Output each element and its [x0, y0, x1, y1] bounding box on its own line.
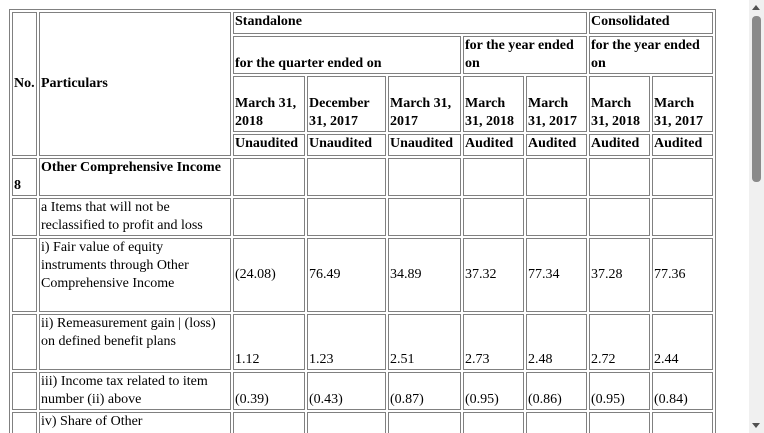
- row-particulars: ii) Remeasurement gain | (loss) on defin…: [39, 314, 231, 370]
- header-year-ended-standalone: for the year ended on: [463, 36, 587, 74]
- header-particulars: Particulars: [39, 12, 231, 156]
- financial-results-table: No. Particulars Standalone Consolidated …: [9, 9, 716, 433]
- value-cell: [463, 198, 524, 236]
- period-header: March 31, 2018: [589, 76, 650, 132]
- value-cell: (0.86): [526, 372, 587, 410]
- value-cell: 77.34: [526, 238, 587, 312]
- value-cell: [589, 198, 650, 236]
- audit-status: Audited: [463, 134, 524, 156]
- value-cell: (0.43): [307, 372, 386, 410]
- row-particulars: Other Comprehensive Income: [39, 158, 231, 196]
- value-cell: (0.84): [652, 372, 713, 410]
- vertical-scrollbar[interactable]: [749, 0, 764, 433]
- value-cell: [307, 158, 386, 196]
- row-number: 8: [12, 158, 37, 196]
- value-cell: [463, 158, 524, 196]
- value-cell: [526, 158, 587, 196]
- scroll-down-icon[interactable]: [752, 423, 760, 428]
- value-cell: [388, 198, 461, 236]
- value-cell: [589, 158, 650, 196]
- value-cell: (0.39): [233, 372, 305, 410]
- value-cell: [388, 412, 461, 433]
- value-cell: [589, 412, 650, 433]
- value-cell: [233, 158, 305, 196]
- value-cell: [307, 198, 386, 236]
- audit-status: Audited: [589, 134, 650, 156]
- value-cell: 2.73: [463, 314, 524, 370]
- row-particulars: iv) Share of Other: [39, 412, 231, 433]
- value-cell: 1.12: [233, 314, 305, 370]
- value-cell: 76.49: [307, 238, 386, 312]
- header-consolidated: Consolidated: [589, 12, 713, 34]
- value-cell: [652, 412, 713, 433]
- header-quarter-ended: for the quarter ended on: [233, 36, 461, 74]
- period-header: December 31, 2017: [307, 76, 386, 132]
- row-particulars: iii) Income tax related to item number (…: [39, 372, 231, 410]
- period-header: March 31, 2018: [463, 76, 524, 132]
- header-year-ended-consolidated: for the year ended on: [589, 36, 713, 74]
- period-header: March 31, 2017: [652, 76, 713, 132]
- value-cell: 2.72: [589, 314, 650, 370]
- value-cell: (0.95): [463, 372, 524, 410]
- value-cell: 1.23: [307, 314, 386, 370]
- audit-status: Unaudited: [307, 134, 386, 156]
- value-cell: 77.36: [652, 238, 713, 312]
- table-row: iii) Income tax related to item number (…: [12, 372, 713, 410]
- value-cell: [307, 412, 386, 433]
- row-particulars: a Items that will not be reclassified to…: [39, 198, 231, 236]
- value-cell: 37.32: [463, 238, 524, 312]
- value-cell: [526, 412, 587, 433]
- value-cell: [233, 412, 305, 433]
- header-no: No.: [12, 12, 37, 156]
- audit-status: Audited: [652, 134, 713, 156]
- value-cell: [652, 158, 713, 196]
- value-cell: (0.95): [589, 372, 650, 410]
- value-cell: [526, 198, 587, 236]
- scroll-up-icon[interactable]: [752, 5, 760, 10]
- row-number: [12, 412, 37, 433]
- row-number: [12, 314, 37, 370]
- period-header: March 31, 2017: [388, 76, 461, 132]
- header-standalone: Standalone: [233, 12, 587, 34]
- value-cell: 2.44: [652, 314, 713, 370]
- value-cell: (24.08): [233, 238, 305, 312]
- period-header: March 31, 2018: [233, 76, 305, 132]
- value-cell: [463, 412, 524, 433]
- period-header: March 31, 2017: [526, 76, 587, 132]
- table-row: 8 Other Comprehensive Income: [12, 158, 713, 196]
- table-row: i) Fair value of equity instruments thro…: [12, 238, 713, 312]
- value-cell: 2.48: [526, 314, 587, 370]
- value-cell: 37.28: [589, 238, 650, 312]
- audit-status: Unaudited: [233, 134, 305, 156]
- scrollbar-thumb[interactable]: [752, 16, 761, 182]
- table-row: ii) Remeasurement gain | (loss) on defin…: [12, 314, 713, 370]
- value-cell: 34.89: [388, 238, 461, 312]
- row-number: [12, 238, 37, 312]
- value-cell: 2.51: [388, 314, 461, 370]
- row-particulars: i) Fair value of equity instruments thro…: [39, 238, 231, 312]
- value-cell: [388, 158, 461, 196]
- audit-status: Unaudited: [388, 134, 461, 156]
- table-row: iv) Share of Other: [12, 412, 713, 433]
- table-row: a Items that will not be reclassified to…: [12, 198, 713, 236]
- value-cell: [233, 198, 305, 236]
- value-cell: (0.87): [388, 372, 461, 410]
- value-cell: [652, 198, 713, 236]
- audit-status: Audited: [526, 134, 587, 156]
- row-number: [12, 198, 37, 236]
- row-number: [12, 372, 37, 410]
